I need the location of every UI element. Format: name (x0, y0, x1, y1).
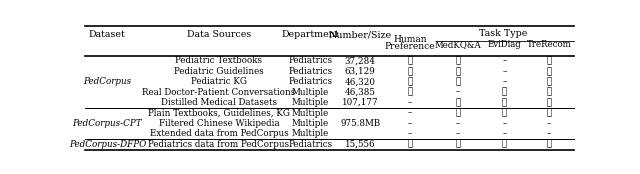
Text: ✓: ✓ (455, 67, 461, 76)
Text: 46,385: 46,385 (345, 88, 376, 97)
Text: Extended data from PedCorpus: Extended data from PedCorpus (150, 129, 288, 138)
Text: Task Type: Task Type (479, 29, 528, 38)
Text: 975.8MB: 975.8MB (340, 119, 380, 128)
Text: Multiple: Multiple (292, 98, 329, 107)
Text: ✓: ✓ (502, 98, 508, 107)
Text: 37,284: 37,284 (345, 56, 376, 65)
Text: Multiple: Multiple (292, 119, 329, 128)
Text: TreRecom: TreRecom (527, 41, 572, 49)
Text: Pediatrics: Pediatrics (289, 67, 333, 76)
Text: 46,320: 46,320 (345, 77, 376, 86)
Text: –: – (502, 119, 507, 128)
Text: Filtered Chinese Wikipedia: Filtered Chinese Wikipedia (159, 119, 279, 128)
Text: ✓: ✓ (502, 109, 508, 117)
Text: Plain Textbooks, Guidelines, KG: Plain Textbooks, Guidelines, KG (148, 109, 290, 117)
Text: PedCorpus-CPT: PedCorpus-CPT (72, 119, 142, 128)
Text: Multiple: Multiple (292, 88, 329, 97)
Text: ✓: ✓ (407, 140, 412, 149)
Text: –: – (408, 98, 412, 107)
Text: ✓: ✓ (547, 88, 552, 97)
Text: –: – (408, 109, 412, 117)
Text: ✓: ✓ (407, 56, 412, 65)
Text: ✓: ✓ (455, 56, 461, 65)
Text: Data Sources: Data Sources (187, 30, 251, 39)
Text: –: – (502, 56, 507, 65)
Text: Pediatric Guidelines: Pediatric Guidelines (174, 67, 264, 76)
Text: –: – (456, 129, 460, 138)
Text: ✓: ✓ (407, 88, 412, 97)
Text: Multiple: Multiple (292, 129, 329, 138)
Text: ✓: ✓ (547, 77, 552, 86)
Text: ✓: ✓ (455, 77, 461, 86)
Text: –: – (502, 77, 507, 86)
Text: ✓: ✓ (547, 67, 552, 76)
Text: –: – (502, 67, 507, 76)
Text: Dataset: Dataset (89, 30, 125, 39)
Text: Pediatric Textbooks: Pediatric Textbooks (175, 56, 262, 65)
Text: ✓: ✓ (502, 140, 508, 149)
Text: –: – (408, 119, 412, 128)
Text: ✓: ✓ (502, 88, 508, 97)
Text: ✓: ✓ (547, 109, 552, 117)
Text: 107,177: 107,177 (342, 98, 378, 107)
Text: Human: Human (393, 35, 427, 44)
Text: –: – (456, 119, 460, 128)
Text: –: – (547, 119, 552, 128)
Text: ✓: ✓ (407, 67, 412, 76)
Text: Multiple: Multiple (292, 109, 329, 117)
Text: Preference: Preference (385, 42, 435, 51)
Text: –: – (502, 129, 507, 138)
Text: Pediatrics data from PedCorpus: Pediatrics data from PedCorpus (148, 140, 289, 149)
Text: ✓: ✓ (547, 98, 552, 107)
Text: MedKQ&A: MedKQ&A (435, 41, 481, 49)
Text: –: – (456, 88, 460, 97)
Text: 63,129: 63,129 (345, 67, 376, 76)
Text: ✓: ✓ (547, 56, 552, 65)
Text: Department: Department (282, 30, 339, 39)
Text: Real Doctor-Patient Conversations: Real Doctor-Patient Conversations (142, 88, 296, 97)
Text: 15,556: 15,556 (345, 140, 376, 149)
Text: Distilled Medical Datasets: Distilled Medical Datasets (161, 98, 277, 107)
Text: ✓: ✓ (547, 140, 552, 149)
Text: –: – (547, 129, 552, 138)
Text: Pediatrics: Pediatrics (289, 77, 333, 86)
Text: –: – (408, 129, 412, 138)
Text: Pediatrics: Pediatrics (289, 56, 333, 65)
Text: PedCorpus-DFPO: PedCorpus-DFPO (68, 140, 146, 149)
Text: ✓: ✓ (407, 77, 412, 86)
Text: ✓: ✓ (455, 98, 461, 107)
Text: Pediatrics: Pediatrics (289, 140, 333, 149)
Text: ✓: ✓ (455, 140, 461, 149)
Text: PedCorpus: PedCorpus (83, 77, 131, 86)
Text: ✓: ✓ (455, 109, 461, 117)
Text: Pediatric KG: Pediatric KG (191, 77, 247, 86)
Text: Number/Size: Number/Size (329, 30, 392, 39)
Text: EviDiag: EviDiag (488, 41, 522, 49)
